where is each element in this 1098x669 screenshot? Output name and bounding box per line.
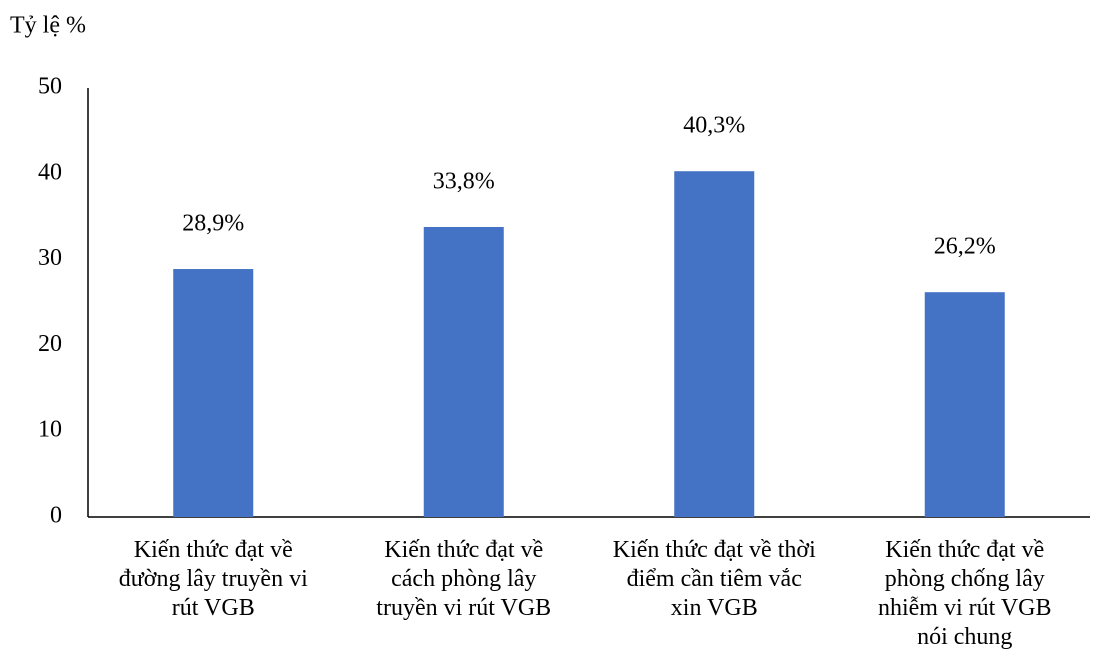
y-tick-label: 20 <box>38 331 62 357</box>
y-tick-label: 30 <box>38 245 62 271</box>
value-label: 26,2% <box>934 234 996 260</box>
x-tick-label: Kiến thức đạt về phòng chống lây nhiễm v… <box>877 537 1052 650</box>
y-tick-label: 10 <box>38 417 62 443</box>
bar <box>924 292 1005 517</box>
x-tick-label: Kiến thức đạt về cách phòng lây truyền v… <box>376 537 552 621</box>
value-label: 40,3% <box>683 113 745 139</box>
y-tick-label: 0 <box>50 503 62 529</box>
value-label: 28,9% <box>182 211 244 237</box>
y-tick-label: 40 <box>38 159 62 185</box>
bar <box>173 269 254 517</box>
x-tick-label: Kiến thức đạt về đường lây truyền vi rút… <box>118 537 308 621</box>
value-label: 33,8% <box>433 168 495 194</box>
y-tick-label: 50 <box>38 74 62 100</box>
bar <box>423 226 504 517</box>
x-tick-label: Kiến thức đạt về thời điểm cần tiêm vắc … <box>612 537 816 621</box>
bar <box>674 171 755 517</box>
y-axis-label: Tỷ lệ % <box>10 13 86 39</box>
